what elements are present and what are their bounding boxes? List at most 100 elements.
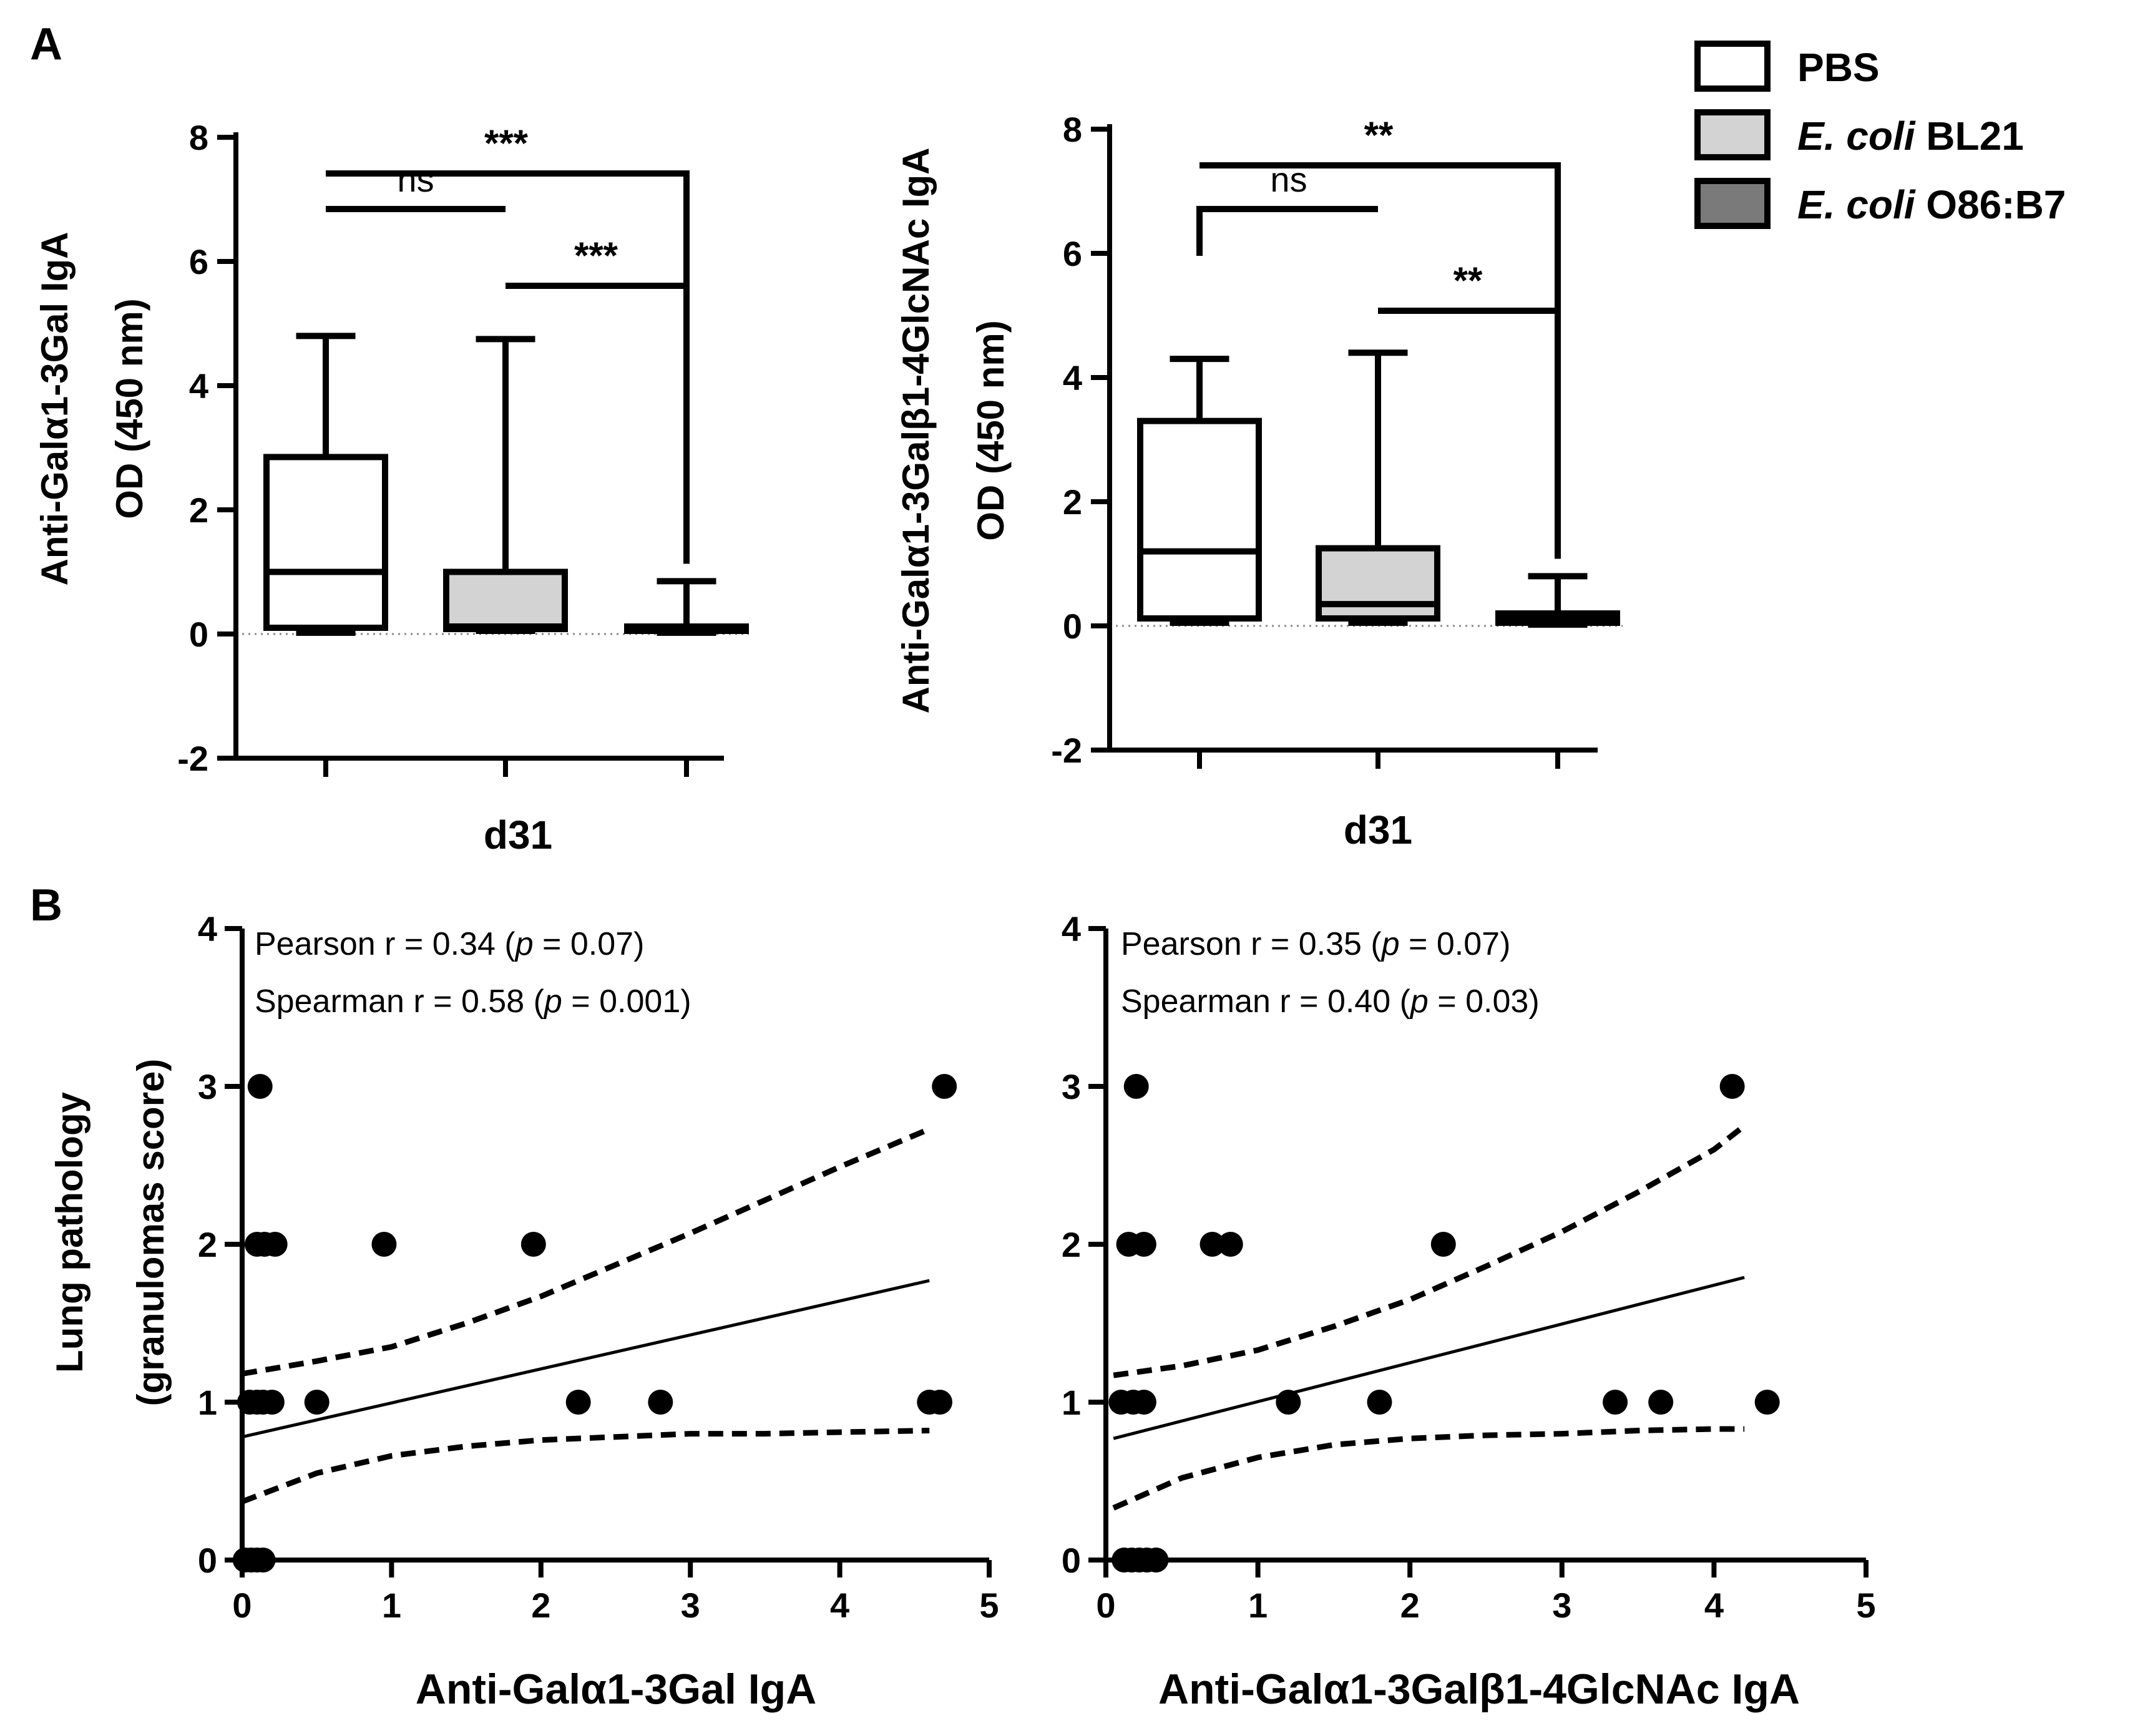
x-tick-label-b1: 3 [681,1586,700,1625]
box-a2 [1316,545,1440,622]
data-point-b1 [927,1390,952,1415]
y-tick-label-a2: -2 [1051,731,1082,770]
data-point-b1 [932,1074,957,1099]
legend-label-o86: E. coli O86:B7 [1797,182,2066,227]
y-axis-title-a2-line1: Anti-Galα1-3Galβ1-4GlcNAc IgA [895,147,937,713]
y-tick-label-a2: 0 [1063,607,1082,646]
x-tick-label-b1: 4 [830,1586,849,1625]
significance-bracket-a1 [326,170,690,564]
x-tick-label-b2: 3 [1552,1586,1571,1625]
y-tick-label-a2: 2 [1063,482,1082,522]
data-point-b2 [1603,1390,1628,1415]
regression-line-b1 [242,1279,930,1439]
box-chart-a1: Anti-Galα1-3Gal IgA OD (450 nm) d31 -2 0 2… [34,118,749,857]
data-point-b2 [1131,1390,1156,1415]
regression-line-b2 [1113,1275,1745,1440]
y-tick-label-b1: 2 [198,1225,217,1264]
data-point-b1 [371,1232,397,1257]
y-axis-title-b1-line2: (granulomas score) [130,1059,172,1407]
y-axis-title-a1-line2: OD (450 nm) [109,298,150,519]
data-point-b1 [247,1074,273,1099]
data-point-b2 [1123,1074,1149,1099]
data-point-b1 [250,1548,276,1573]
x-tick-label-b2: 0 [1096,1586,1115,1625]
significance-label-a1: *** [574,235,618,276]
y-tick-label-b1: 3 [198,1067,217,1106]
y-tick-label-b2: 0 [1062,1541,1081,1580]
significance-label-a2: ** [1453,260,1483,301]
y-tick-label-a2: 4 [1063,358,1082,397]
data-point-b1 [259,1390,285,1415]
data-point-b1 [304,1390,330,1415]
x-axis-title-a2: d31 [1344,807,1412,852]
significance-bracket-a2 [1199,162,1561,559]
y-tick-label-a2: 8 [1063,110,1082,149]
data-point-b2 [1199,1232,1225,1257]
data-point-b2 [1648,1390,1674,1415]
y-axis-title-b1-line1: Lung pathology [49,1091,90,1373]
data-point-b2 [1276,1390,1301,1415]
confidence-band-upper-b2 [1113,1123,1746,1378]
y-tick-label-a1: 0 [189,615,208,654]
data-point-b2 [1218,1232,1243,1257]
significance-label-a2: ** [1364,114,1394,156]
x-tick-label-b1: 5 [979,1586,999,1625]
data-point-b1 [262,1232,288,1257]
y-tick-label-a1: -2 [177,739,208,778]
data-point-b1 [520,1232,546,1257]
box-chart-a2: Anti-Galα1-3Galβ1-4GlcNAc IgA OD (450 nm… [895,110,1623,852]
scatter-chart-b1: Lung pathology (granulomas score) Anti-G… [49,909,999,1713]
x-tick-label-b2: 2 [1400,1586,1420,1625]
data-point-b2 [1131,1232,1156,1257]
x-tick-label-b1: 2 [531,1586,550,1625]
legend-label-bl21: E. coli BL21 [1797,114,2024,158]
y-tick-label-b2: 1 [1062,1383,1081,1422]
significance-bracket-a2 [1196,206,1378,256]
legend-swatch-pbs [1694,41,1771,92]
y-tick-label-b2: 3 [1062,1067,1081,1106]
data-point-b2 [1367,1390,1392,1415]
legend-swatch-o86 [1694,178,1771,229]
y-tick-label-b1: 1 [198,1383,217,1422]
panel-label-b: B [30,880,62,930]
y-tick-label-b1: 4 [198,909,217,948]
x-tick-label-b1: 1 [382,1586,401,1625]
stat-pearson-b2: Pearson r = 0.35 (p = 0.07) [1121,926,1510,962]
x-tick-label-b1: 0 [232,1586,252,1625]
box-a1 [263,454,388,631]
box-a1 [443,568,568,633]
x-tick-label-b2: 5 [1856,1586,1875,1625]
legend-label-pbs: PBS [1797,45,1880,90]
significance-label-a1: ns [397,160,434,199]
significance-label-a1: *** [484,122,529,164]
y-tick-label-a1: 8 [189,118,208,157]
x-axis-title-b2: Anti-Galα1-3Galβ1-4GlcNAc IgA [1158,1665,1800,1713]
data-point-b2 [1143,1548,1169,1573]
stat-spearman-b1: Spearman r = 0.58 (p = 0.001) [255,983,691,1020]
y-tick-label-a2: 6 [1063,234,1082,273]
confidence-band-lower-b2 [1112,1426,1745,1511]
legend-swatch-bl21 [1694,109,1771,160]
x-tick-label-b2: 4 [1704,1586,1724,1625]
panel-label-a: A [30,19,62,69]
y-tick-label-b2: 2 [1062,1225,1081,1264]
scatter-chart-b2: Anti-Galα1-3Galβ1-4GlcNAc IgA Pearson r … [1062,909,1876,1713]
y-tick-label-b1: 0 [198,1541,217,1580]
data-point-b1 [565,1390,591,1415]
x-tick-label-b2: 1 [1248,1586,1268,1625]
y-tick-label-a1: 4 [189,366,208,406]
y-axis-title-a2-line2: OD (450 nm) [970,320,1012,540]
y-tick-label-a1: 2 [189,490,208,530]
box-a2 [1137,417,1262,622]
data-point-b2 [1754,1390,1780,1415]
data-point-b2 [1430,1232,1456,1257]
significance-bracket-a1 [506,283,690,564]
confidence-band-upper-b1 [242,1126,931,1377]
data-point-b2 [1719,1074,1745,1099]
data-point-b1 [648,1390,673,1415]
x-axis-title-b1: Anti-Galα1-3Gal IgA [416,1665,817,1713]
y-axis-title-a1-line1: Anti-Galα1-3Gal IgA [34,232,76,586]
stat-spearman-b2: Spearman r = 0.40 (p = 0.03) [1121,983,1540,1020]
x-axis-title-a1: d31 [484,812,552,857]
